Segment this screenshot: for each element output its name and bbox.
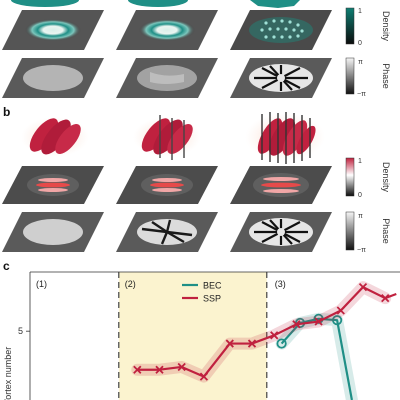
ssp-marker-1 bbox=[155, 365, 164, 374]
panel-c: c (1) (2) (3) 5 Vortex number BEC SSP bbox=[3, 259, 400, 400]
ssp-marker-10 bbox=[358, 283, 368, 292]
panel-b-phase-plane-2 bbox=[116, 212, 218, 252]
ssp-marker-4 bbox=[225, 339, 234, 348]
panel-b-phase-tick-min: −π bbox=[357, 247, 366, 254]
panel-a-phase-colorbar bbox=[345, 57, 355, 95]
bec-line bbox=[280, 317, 353, 400]
panel-a-density-label: Density bbox=[381, 11, 391, 42]
ssp-marker-2 bbox=[177, 362, 186, 372]
ssp-marker-7 bbox=[292, 320, 301, 329]
panel-b-density-label: Density bbox=[381, 162, 391, 193]
panel-a-phase-label: Phase bbox=[381, 63, 391, 89]
ssp-marker-0 bbox=[133, 365, 142, 374]
panel-b-isosurface-3 bbox=[245, 112, 325, 164]
ssp-marker-11 bbox=[381, 294, 390, 303]
bec-marker-0 bbox=[276, 338, 287, 349]
panel-a-isosurface-3 bbox=[250, 0, 300, 8]
panel-b-phase-plane-3 bbox=[230, 212, 332, 252]
panel-a-density-plane-1 bbox=[2, 10, 104, 50]
panel-a-phase-plane-2 bbox=[116, 58, 218, 98]
panel-a-density-colorbar bbox=[345, 7, 355, 45]
panel-b-density-tick-min: 0 bbox=[358, 192, 362, 199]
panel-b-isosurface-2 bbox=[133, 115, 201, 160]
panel-a-density-plane-2 bbox=[116, 10, 218, 50]
ssp-marker-9 bbox=[336, 306, 345, 315]
panel-b-density-colorbar bbox=[345, 157, 355, 197]
panel-b-phase-label: Phase bbox=[381, 218, 391, 244]
y-axis-label: Vortex number bbox=[3, 347, 13, 400]
panel-b-density-plane-3 bbox=[230, 166, 332, 204]
ssp-marker-5 bbox=[247, 339, 257, 348]
shaded-region bbox=[118, 272, 267, 400]
panel-c-letter: c bbox=[3, 259, 10, 273]
legend-label-ssp: SSP bbox=[203, 294, 221, 304]
panel-a-phase-plane-1 bbox=[2, 58, 104, 98]
panel-a-phase-tick-max: π bbox=[358, 59, 363, 66]
panel-a-phase-plane-3 bbox=[230, 58, 332, 98]
region-label-2: (2) bbox=[125, 279, 136, 289]
panel-b-phase-tick-max: π bbox=[358, 213, 363, 220]
panel-b-density-tick-max: 1 bbox=[358, 158, 362, 165]
ssp-marker-3 bbox=[199, 372, 209, 381]
region-label-3: (3) bbox=[275, 279, 286, 289]
y-tick-label-0: 5 bbox=[18, 326, 23, 336]
panel-b-density-plane-1 bbox=[2, 166, 104, 204]
bec-marker-3 bbox=[331, 315, 343, 326]
panel-b: b bbox=[2, 105, 391, 254]
panel-b-letter: b bbox=[3, 105, 10, 119]
panel-a: 1 0 Density π −π Phase bbox=[2, 0, 391, 98]
panel-b-phase-colorbar bbox=[345, 211, 355, 251]
panel-a-density-plane-3 bbox=[230, 10, 332, 50]
panel-a-phase-tick-min: −π bbox=[357, 91, 366, 98]
region-label-1: (1) bbox=[36, 279, 47, 289]
panel-b-density-plane-2 bbox=[116, 166, 218, 204]
ssp-marker-6 bbox=[270, 331, 279, 340]
panel-a-isosurface-1 bbox=[11, 0, 79, 7]
panel-a-density-tick-max: 1 bbox=[358, 8, 362, 15]
vortex-number-chart: (1) (2) (3) 5 Vortex number BEC SSP bbox=[3, 271, 400, 400]
panel-a-density-tick-min: 0 bbox=[358, 40, 362, 47]
panel-b-phase-plane-1 bbox=[2, 212, 104, 252]
legend-label-bec: BEC bbox=[203, 281, 222, 291]
ssp-marker-8 bbox=[314, 317, 323, 326]
panel-a-isosurface-2 bbox=[128, 0, 188, 7]
panel-b-isosurface-1 bbox=[21, 117, 89, 157]
